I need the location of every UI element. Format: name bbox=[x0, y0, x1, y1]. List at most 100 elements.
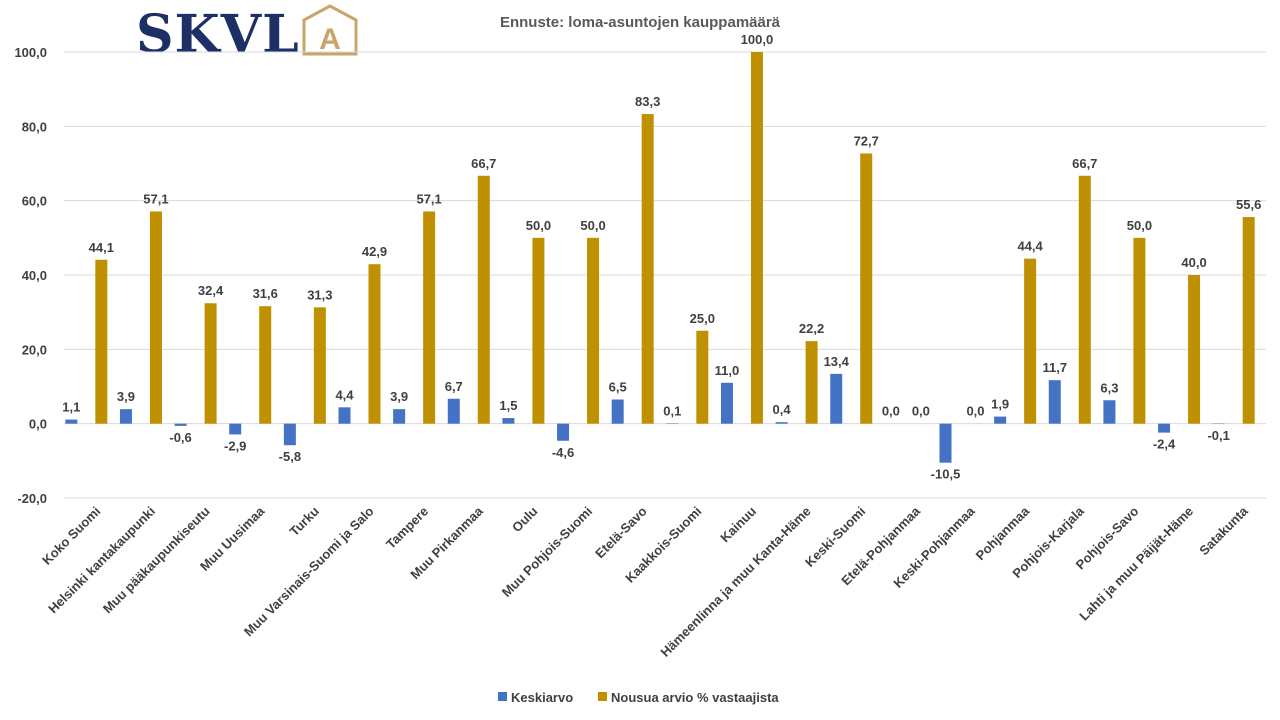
bar-nousua bbox=[149, 211, 162, 424]
bar-keskiarvo bbox=[720, 382, 733, 424]
bar-nousua bbox=[1133, 237, 1146, 424]
bar-nousua bbox=[641, 114, 654, 424]
chart-title: Ennuste: loma-asuntojen kauppamäärä bbox=[500, 14, 781, 31]
x-tick-label: Satakunta bbox=[1196, 503, 1251, 558]
bar-keskiarvo bbox=[283, 423, 296, 446]
data-label: 83,3 bbox=[635, 94, 660, 109]
data-label: 4,4 bbox=[335, 387, 354, 402]
skvl-logo: SKVL A bbox=[136, 4, 358, 65]
data-label: 50,0 bbox=[580, 218, 605, 233]
data-label: 3,9 bbox=[117, 389, 135, 404]
bar-keskiarvo bbox=[65, 419, 78, 424]
logo-text: SKVL bbox=[136, 4, 300, 65]
house-a-icon: A bbox=[302, 4, 358, 56]
data-label: 57,1 bbox=[416, 191, 441, 206]
x-tick-label: Tampere bbox=[383, 504, 431, 552]
legend-label-keskiarvo: Keskiarvo bbox=[511, 690, 573, 705]
data-label: 25,0 bbox=[690, 311, 715, 326]
data-label: 72,7 bbox=[854, 133, 879, 148]
logo-letter: A bbox=[319, 23, 341, 56]
bar-nousua bbox=[204, 303, 217, 424]
data-label: 42,9 bbox=[362, 244, 387, 259]
data-label: 13,4 bbox=[824, 354, 850, 369]
bar-nousua bbox=[860, 153, 873, 424]
data-label: -2,9 bbox=[224, 438, 246, 453]
bar-nousua bbox=[368, 264, 381, 424]
y-axis: -20,0 0,0 20,0 40,0 60,0 80,0 100,0 bbox=[14, 45, 47, 506]
data-label: -10,5 bbox=[931, 467, 961, 482]
bar-nousua bbox=[423, 211, 436, 424]
x-tick-label: Helsinki kantakaupunki bbox=[45, 504, 158, 617]
data-label: 1,9 bbox=[991, 397, 1009, 412]
data-label: 11,0 bbox=[715, 363, 740, 378]
legend-label-nousua: Nousua arvio % vastaajista bbox=[611, 690, 779, 705]
bar-nousua bbox=[1024, 258, 1037, 424]
y-tick-label: 100,0 bbox=[14, 45, 47, 60]
data-label: 3,9 bbox=[390, 389, 408, 404]
y-tick-label: 40,0 bbox=[22, 268, 47, 283]
y-tick-label: 60,0 bbox=[22, 194, 47, 209]
data-labels: 1,1 44,1 3,9 57,1 -0,6 32,4 -2,9 31,6 -5,8 31,3 4,… bbox=[62, 32, 1261, 482]
data-label: 1,1 bbox=[62, 400, 80, 415]
data-label: 22,2 bbox=[799, 321, 824, 336]
bar-nousua bbox=[477, 175, 490, 424]
bar-nousua bbox=[313, 307, 326, 424]
data-label: -4,6 bbox=[552, 445, 574, 460]
x-tick-label: Kainuu bbox=[717, 503, 759, 545]
bar-nousua bbox=[805, 341, 818, 424]
y-tick-label: 80,0 bbox=[22, 119, 47, 134]
bar-keskiarvo bbox=[174, 423, 187, 426]
data-label: 31,3 bbox=[307, 287, 332, 302]
bar-nousua bbox=[1188, 275, 1201, 424]
bar-keskiarvo bbox=[775, 422, 788, 424]
data-label: 50,0 bbox=[526, 218, 551, 233]
data-label: 0,1 bbox=[663, 403, 681, 418]
x-tick-label: Pohjanmaa bbox=[973, 503, 1033, 563]
x-tick-label: Muu pääkaupunkiseutu bbox=[100, 503, 213, 616]
data-label: 11,7 bbox=[1042, 360, 1067, 375]
data-label: 44,4 bbox=[1017, 239, 1043, 254]
data-label: 0,0 bbox=[966, 404, 984, 419]
data-label: 31,6 bbox=[253, 286, 278, 301]
bar-nousua bbox=[532, 237, 545, 424]
y-tick-label: -20,0 bbox=[17, 491, 47, 506]
bar-keskiarvo bbox=[229, 423, 242, 435]
legend: Keskiarvo Nousua arvio % vastaajista bbox=[498, 690, 779, 705]
y-tick-label: 20,0 bbox=[22, 342, 47, 357]
bar-nousua bbox=[259, 306, 272, 424]
data-label: -2,4 bbox=[1153, 437, 1176, 452]
bar-nousua bbox=[1242, 217, 1255, 424]
x-tick-label: Turku bbox=[287, 503, 323, 539]
data-label: 100,0 bbox=[741, 32, 774, 47]
data-label: 66,7 bbox=[471, 156, 496, 171]
data-label: 50,0 bbox=[1127, 218, 1152, 233]
y-tick-label: 0,0 bbox=[29, 417, 47, 432]
legend-swatch-nousua bbox=[598, 692, 607, 701]
data-label: -5,8 bbox=[279, 449, 301, 464]
bar-keskiarvo bbox=[830, 373, 843, 424]
data-label: 1,5 bbox=[499, 398, 517, 413]
bar-nousua bbox=[750, 52, 763, 424]
bar-keskiarvo bbox=[502, 418, 515, 424]
legend-swatch-keskiarvo bbox=[498, 692, 507, 701]
data-label: 40,0 bbox=[1181, 255, 1206, 270]
bars bbox=[65, 52, 1255, 463]
data-label: 32,4 bbox=[198, 283, 224, 298]
data-label: 55,6 bbox=[1236, 197, 1261, 212]
data-label: -0,6 bbox=[169, 430, 191, 445]
data-label: 57,1 bbox=[143, 191, 168, 206]
bar-keskiarvo bbox=[338, 407, 351, 424]
bar-keskiarvo bbox=[939, 423, 952, 463]
bar-keskiarvo bbox=[1103, 400, 1116, 424]
data-label: -0,1 bbox=[1207, 428, 1229, 443]
x-tick-label: Muu Pohjois-Suomi bbox=[499, 504, 595, 600]
bar-keskiarvo bbox=[393, 409, 406, 424]
data-label: 6,7 bbox=[445, 379, 463, 394]
data-label: 0,4 bbox=[773, 402, 792, 417]
bar-keskiarvo bbox=[119, 409, 132, 424]
bar-keskiarvo bbox=[611, 399, 624, 424]
x-tick-label: Oulu bbox=[509, 503, 541, 535]
bar-keskiarvo bbox=[447, 398, 460, 424]
